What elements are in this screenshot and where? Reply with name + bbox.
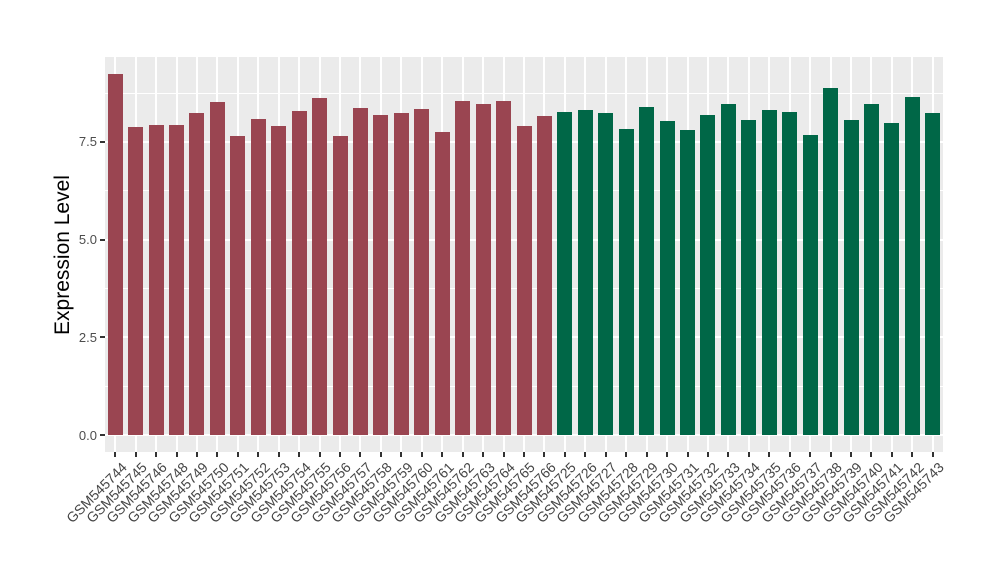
x-tick-mark — [339, 452, 342, 457]
x-tick-mark — [277, 452, 280, 457]
x-tick-mark — [727, 452, 730, 457]
x-tick-mark — [604, 452, 607, 457]
x-tick-mark — [870, 452, 873, 457]
bar-GSM545730 — [659, 121, 675, 435]
x-tick-mark — [175, 452, 178, 457]
bar-GSM545736 — [782, 111, 798, 435]
bar-GSM545762 — [455, 100, 471, 435]
bar-GSM545737 — [802, 135, 818, 435]
x-tick-mark — [482, 452, 485, 457]
x-tick-mark — [461, 452, 464, 457]
bar-GSM545763 — [475, 103, 491, 435]
y-tick-label: 7.5 — [78, 134, 97, 150]
y-axis-title-text: Expression Level — [51, 174, 75, 335]
y-axis-title: Expression Level — [48, 57, 78, 452]
x-tick-mark — [666, 452, 669, 457]
bar-GSM545743 — [925, 112, 941, 435]
y-tick-mark — [100, 238, 105, 241]
y-tick-mark — [100, 336, 105, 339]
bar-GSM545756 — [332, 136, 348, 435]
bar-GSM545744 — [107, 74, 123, 435]
y-tick-mark — [100, 434, 105, 436]
bar-GSM545725 — [557, 111, 573, 435]
bar-GSM545742 — [904, 97, 920, 435]
bar-GSM545750 — [209, 102, 225, 435]
bar-GSM545729 — [639, 107, 655, 435]
x-tick-mark — [379, 452, 382, 457]
bar-GSM545755 — [312, 98, 328, 435]
x-tick-mark — [809, 452, 812, 457]
x-tick-mark — [625, 452, 628, 457]
bar-GSM545726 — [577, 110, 593, 435]
bar-GSM545734 — [741, 119, 757, 435]
x-tick-mark — [441, 452, 444, 457]
bar-GSM545727 — [598, 112, 614, 435]
bar-GSM545766 — [536, 116, 552, 435]
x-tick-mark — [584, 452, 587, 457]
x-tick-mark — [768, 452, 771, 457]
x-tick-mark — [563, 452, 566, 457]
bar-GSM545758 — [373, 114, 389, 435]
y-tick-label: 0.0 — [78, 427, 97, 443]
x-tick-mark — [114, 452, 117, 457]
x-tick-mark — [155, 452, 158, 457]
bar-GSM545764 — [496, 100, 512, 435]
x-tick-mark — [686, 452, 689, 457]
x-tick-mark — [420, 452, 423, 457]
bar-GSM545745 — [128, 127, 144, 435]
x-tick-mark — [911, 452, 914, 457]
x-tick-mark — [747, 452, 750, 457]
x-tick-mark — [236, 452, 239, 457]
bar-GSM545746 — [148, 125, 164, 435]
bar-GSM545733 — [720, 104, 736, 435]
bar-GSM545761 — [434, 131, 450, 435]
y-tick-label: 2.5 — [78, 329, 97, 345]
bar-GSM545738 — [823, 88, 839, 435]
x-tick-mark — [359, 452, 362, 457]
x-tick-mark — [216, 452, 219, 457]
bar-GSM545752 — [250, 118, 266, 435]
bar-GSM545735 — [761, 110, 777, 435]
bar-GSM545728 — [618, 128, 634, 435]
x-tick-mark — [706, 452, 709, 457]
x-tick-mark — [400, 452, 403, 457]
bar-GSM545739 — [843, 119, 859, 435]
x-tick-mark — [788, 452, 791, 457]
x-tick-mark — [829, 452, 832, 457]
y-tick-label: 5.0 — [78, 232, 97, 248]
bar-GSM545732 — [700, 115, 716, 435]
bar-GSM545741 — [884, 122, 900, 435]
x-tick-mark — [257, 452, 260, 457]
plot-panel — [105, 57, 943, 452]
bar-GSM545754 — [291, 110, 307, 435]
x-tick-mark — [931, 452, 934, 457]
bar-GSM545740 — [863, 104, 879, 435]
x-tick-mark — [523, 452, 525, 457]
x-tick-mark — [502, 452, 505, 457]
bar-GSM545757 — [352, 107, 368, 435]
x-tick-mark — [134, 452, 137, 457]
bar-GSM545748 — [169, 125, 185, 435]
x-tick-mark — [195, 452, 198, 457]
bar-GSM545749 — [189, 113, 205, 435]
x-tick-mark — [645, 452, 648, 457]
x-tick-mark — [298, 452, 301, 457]
x-tick-mark — [318, 452, 321, 457]
bar-GSM545765 — [516, 126, 532, 435]
x-tick-mark — [850, 452, 853, 457]
bar-GSM545731 — [680, 130, 695, 435]
x-tick-mark — [890, 452, 893, 457]
bar-GSM545760 — [414, 108, 430, 435]
y-tick-mark — [100, 140, 105, 143]
bar-GSM545751 — [230, 136, 246, 435]
bar-GSM545753 — [271, 126, 287, 435]
bar-GSM545759 — [393, 113, 409, 435]
x-tick-mark — [543, 452, 546, 457]
